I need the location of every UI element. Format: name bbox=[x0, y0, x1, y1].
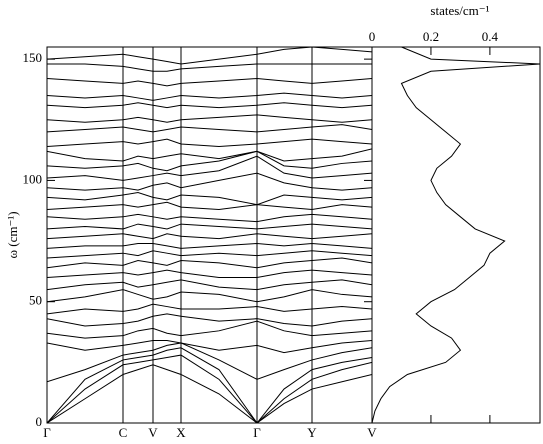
x-tick-label: C bbox=[119, 425, 128, 439]
x-tick-label: Γ bbox=[253, 425, 261, 439]
band bbox=[47, 320, 372, 339]
band bbox=[47, 354, 372, 423]
band bbox=[47, 313, 372, 327]
band bbox=[47, 347, 372, 423]
band bbox=[47, 172, 372, 191]
band bbox=[47, 303, 372, 315]
band bbox=[47, 63, 372, 72]
plot-frame bbox=[371, 46, 541, 424]
band bbox=[47, 148, 372, 162]
x-tick-label: X bbox=[176, 425, 186, 439]
band bbox=[47, 250, 372, 259]
band bbox=[47, 78, 372, 87]
band bbox=[47, 138, 372, 147]
band bbox=[47, 364, 372, 423]
band bbox=[47, 102, 372, 109]
band bbox=[47, 340, 372, 354]
x-tick-label: Γ bbox=[43, 425, 51, 439]
y-axis-label: ω (cm⁻¹) bbox=[5, 211, 20, 258]
x-tick-label: 0.4 bbox=[482, 29, 499, 44]
band bbox=[47, 279, 372, 291]
x-tick-label: V bbox=[148, 425, 158, 439]
band bbox=[47, 124, 372, 133]
band bbox=[47, 150, 372, 172]
y-tick-label: 100 bbox=[23, 171, 43, 186]
y-tick-label: 150 bbox=[23, 50, 43, 65]
dos-line bbox=[371, 46, 541, 424]
band bbox=[47, 201, 372, 211]
x-tick-label: 0 bbox=[369, 29, 376, 44]
band bbox=[47, 155, 372, 181]
band bbox=[47, 213, 372, 223]
band bbox=[47, 192, 372, 206]
x-tick-label: V bbox=[367, 425, 377, 439]
x-axis-label: states/cm⁻¹ bbox=[430, 3, 489, 18]
band bbox=[47, 114, 372, 123]
y-tick-label: 50 bbox=[29, 293, 42, 308]
x-tick-label: Y bbox=[307, 425, 317, 439]
band bbox=[47, 257, 372, 269]
band bbox=[47, 269, 372, 278]
band bbox=[47, 233, 372, 240]
band bbox=[47, 92, 372, 101]
band bbox=[47, 289, 372, 303]
band bbox=[47, 242, 372, 249]
band bbox=[47, 223, 372, 230]
x-tick-label: 0.2 bbox=[423, 29, 439, 44]
band bbox=[47, 47, 372, 65]
y-tick-label: 0 bbox=[36, 414, 43, 429]
